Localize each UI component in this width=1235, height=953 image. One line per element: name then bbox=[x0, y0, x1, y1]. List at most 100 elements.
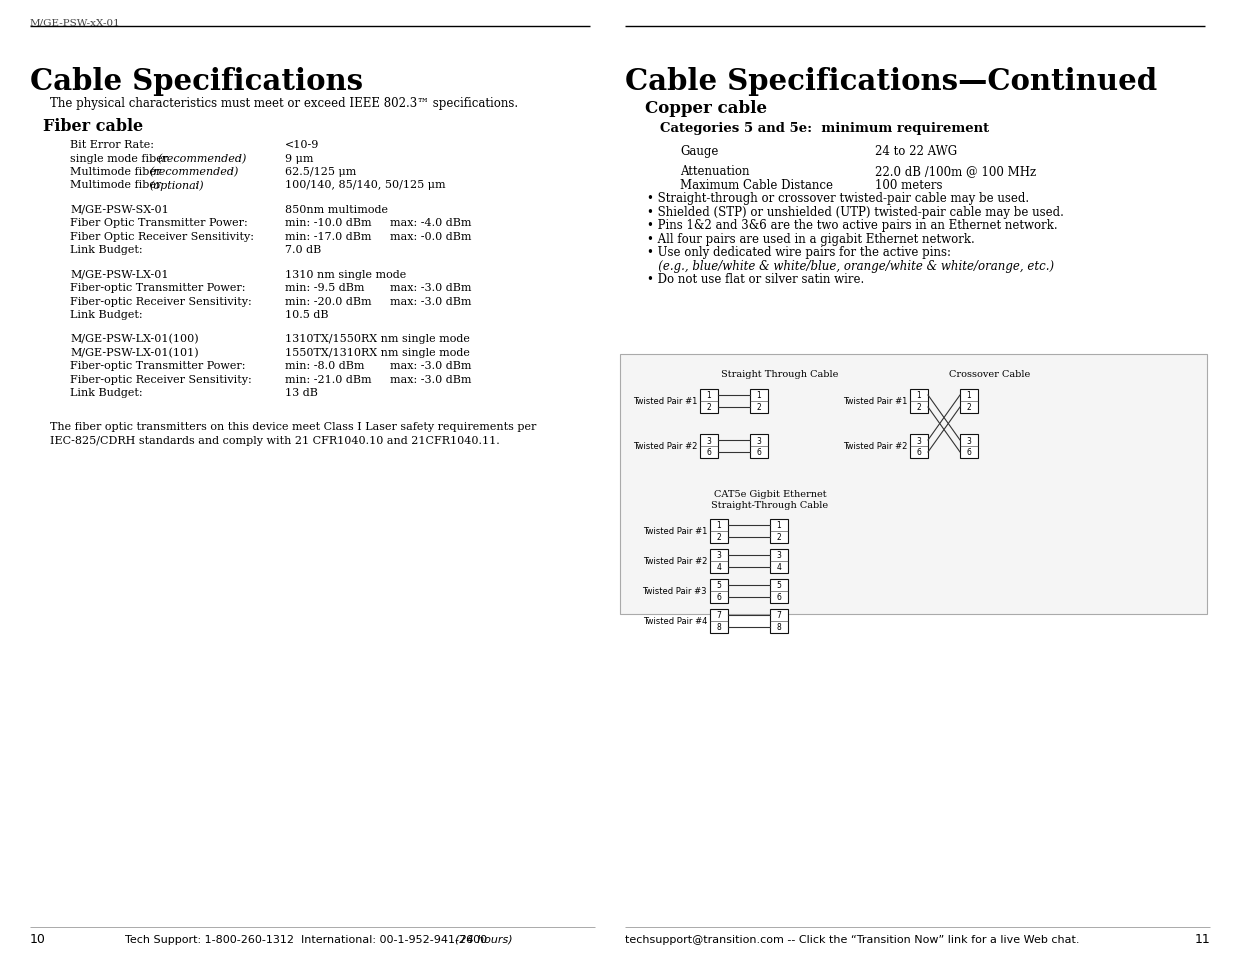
Text: M/GE-PSW-LX-01(101): M/GE-PSW-LX-01(101) bbox=[70, 348, 199, 357]
Text: 1: 1 bbox=[777, 521, 782, 530]
Text: Bit Error Rate:: Bit Error Rate: bbox=[70, 140, 154, 150]
Text: max: -3.0 dBm: max: -3.0 dBm bbox=[390, 296, 472, 306]
Text: Twisted Pair #1: Twisted Pair #1 bbox=[642, 527, 706, 536]
Text: 2: 2 bbox=[916, 403, 921, 412]
Text: • Shielded (STP) or unshielded (UTP) twisted-pair cable may be used.: • Shielded (STP) or unshielded (UTP) twi… bbox=[647, 206, 1063, 218]
Text: min: -17.0 dBm: min: -17.0 dBm bbox=[285, 232, 372, 241]
Text: 3: 3 bbox=[916, 436, 921, 445]
Text: 3: 3 bbox=[967, 436, 972, 445]
Text: min: -20.0 dBm: min: -20.0 dBm bbox=[285, 296, 372, 306]
Text: Link Budget:: Link Budget: bbox=[70, 310, 142, 320]
Text: 9 μm: 9 μm bbox=[285, 153, 314, 163]
Text: Fiber cable: Fiber cable bbox=[43, 118, 143, 135]
Text: 6: 6 bbox=[757, 448, 762, 457]
Text: IEC-825/CDRH standards and comply with 21 CFR1040.10 and 21CFR1040.11.: IEC-825/CDRH standards and comply with 2… bbox=[49, 436, 500, 445]
Text: Twisted Pair #1: Twisted Pair #1 bbox=[632, 397, 697, 406]
Text: 4: 4 bbox=[777, 563, 782, 572]
Bar bbox=[710, 550, 727, 574]
Text: 100/140, 85/140, 50/125 μm: 100/140, 85/140, 50/125 μm bbox=[285, 180, 446, 191]
Bar bbox=[769, 519, 788, 543]
Bar bbox=[769, 609, 788, 634]
Text: 1: 1 bbox=[916, 391, 921, 400]
Text: Twisted Pair #2: Twisted Pair #2 bbox=[842, 442, 906, 451]
Bar bbox=[910, 390, 927, 414]
Text: 2: 2 bbox=[716, 533, 721, 542]
Text: 1: 1 bbox=[716, 521, 721, 530]
Bar bbox=[710, 609, 727, 634]
Text: 2: 2 bbox=[706, 403, 711, 412]
Text: 6: 6 bbox=[716, 593, 721, 602]
Bar bbox=[700, 435, 718, 458]
Text: max: -0.0 dBm: max: -0.0 dBm bbox=[390, 232, 472, 241]
Text: Twisted Pair #4: Twisted Pair #4 bbox=[642, 617, 706, 626]
Text: Gauge: Gauge bbox=[680, 145, 719, 158]
Text: 6: 6 bbox=[916, 448, 921, 457]
Text: 24 to 22 AWG: 24 to 22 AWG bbox=[876, 145, 957, 158]
Text: Fiber-optic Transmitter Power:: Fiber-optic Transmitter Power: bbox=[70, 283, 246, 293]
Text: 10.5 dB: 10.5 dB bbox=[285, 310, 329, 320]
Text: 2: 2 bbox=[967, 403, 972, 412]
Text: :: : bbox=[195, 180, 199, 191]
Text: min: -21.0 dBm: min: -21.0 dBm bbox=[285, 375, 372, 384]
Text: Multimode fiber: Multimode fiber bbox=[70, 167, 164, 177]
Text: Categories 5 and 5e:  minimum requirement: Categories 5 and 5e: minimum requirement bbox=[659, 122, 989, 135]
Text: M/GE-PSW-LX-01: M/GE-PSW-LX-01 bbox=[70, 270, 168, 279]
Text: 3: 3 bbox=[757, 436, 762, 445]
Text: single mode fiber: single mode fiber bbox=[70, 153, 172, 163]
Text: The physical characteristics must meet or exceed IEEE 802.3™ specifications.: The physical characteristics must meet o… bbox=[49, 97, 519, 110]
Text: 1: 1 bbox=[706, 391, 711, 400]
Text: (recommended): (recommended) bbox=[157, 153, 246, 164]
Text: <10-9: <10-9 bbox=[285, 140, 320, 150]
Text: M/GE-PSW-xX-01: M/GE-PSW-xX-01 bbox=[30, 18, 121, 27]
Text: 62.5/125 μm: 62.5/125 μm bbox=[285, 167, 357, 177]
Text: Fiber-optic Receiver Sensitivity:: Fiber-optic Receiver Sensitivity: bbox=[70, 296, 252, 306]
Text: 8: 8 bbox=[716, 623, 721, 632]
Text: 1310 nm single mode: 1310 nm single mode bbox=[285, 270, 406, 279]
Text: The fiber optic transmitters on this device meet Class I Laser safety requiremen: The fiber optic transmitters on this dev… bbox=[49, 422, 536, 432]
Bar bbox=[620, 355, 1207, 615]
Bar bbox=[750, 390, 768, 414]
Text: 850nm multimode: 850nm multimode bbox=[285, 205, 388, 214]
Text: Crossover Cable: Crossover Cable bbox=[950, 370, 1031, 378]
Text: Cable Specifications: Cable Specifications bbox=[30, 67, 363, 96]
Text: 4: 4 bbox=[716, 563, 721, 572]
Text: Straight Through Cable: Straight Through Cable bbox=[721, 370, 839, 378]
Text: max: -3.0 dBm: max: -3.0 dBm bbox=[390, 375, 472, 384]
Text: 6: 6 bbox=[967, 448, 972, 457]
Text: • All four pairs are used in a gigabit Ethernet network.: • All four pairs are used in a gigabit E… bbox=[647, 233, 974, 246]
Text: max: -3.0 dBm: max: -3.0 dBm bbox=[390, 283, 472, 293]
Text: M/GE-PSW-LX-01(100): M/GE-PSW-LX-01(100) bbox=[70, 335, 199, 344]
Text: 5: 5 bbox=[777, 581, 782, 590]
Text: 1: 1 bbox=[757, 391, 761, 400]
Text: Twisted Pair #2: Twisted Pair #2 bbox=[632, 442, 697, 451]
Text: max: -4.0 dBm: max: -4.0 dBm bbox=[390, 218, 472, 228]
Text: • Use only dedicated wire pairs for the active pins:: • Use only dedicated wire pairs for the … bbox=[647, 246, 951, 259]
Text: • Pins 1&2 and 3&6 are the two active pairs in an Ethernet network.: • Pins 1&2 and 3&6 are the two active pa… bbox=[647, 219, 1057, 232]
Text: Copper cable: Copper cable bbox=[645, 100, 767, 117]
Text: 5: 5 bbox=[716, 581, 721, 590]
Text: (24 hours): (24 hours) bbox=[454, 934, 513, 944]
Text: Maximum Cable Distance: Maximum Cable Distance bbox=[680, 178, 832, 192]
Text: Fiber Optic Transmitter Power:: Fiber Optic Transmitter Power: bbox=[70, 218, 248, 228]
Text: 8: 8 bbox=[777, 623, 782, 632]
Text: (recommended): (recommended) bbox=[149, 167, 238, 177]
Text: :: : bbox=[238, 153, 242, 163]
Text: CAT5e Gigbit Ethernet: CAT5e Gigbit Ethernet bbox=[714, 490, 826, 498]
Text: Cable Specifications—Continued: Cable Specifications—Continued bbox=[625, 67, 1157, 96]
Text: min: -9.5 dBm: min: -9.5 dBm bbox=[285, 283, 364, 293]
Text: Attenuation: Attenuation bbox=[680, 165, 750, 178]
Bar bbox=[750, 435, 768, 458]
Bar bbox=[960, 435, 978, 458]
Text: • Do not use flat or silver satin wire.: • Do not use flat or silver satin wire. bbox=[647, 273, 864, 286]
Text: 6: 6 bbox=[706, 448, 711, 457]
Text: max: -3.0 dBm: max: -3.0 dBm bbox=[390, 361, 472, 371]
Text: 100 meters: 100 meters bbox=[876, 178, 942, 192]
Text: Twisted Pair #3: Twisted Pair #3 bbox=[642, 587, 706, 596]
Bar bbox=[710, 579, 727, 603]
Text: 1310TX/1550RX nm single mode: 1310TX/1550RX nm single mode bbox=[285, 335, 469, 344]
Bar bbox=[910, 435, 927, 458]
Text: 13 dB: 13 dB bbox=[285, 388, 317, 398]
Text: min: -10.0 dBm: min: -10.0 dBm bbox=[285, 218, 372, 228]
Text: :: : bbox=[230, 167, 233, 177]
Text: 2: 2 bbox=[777, 533, 782, 542]
